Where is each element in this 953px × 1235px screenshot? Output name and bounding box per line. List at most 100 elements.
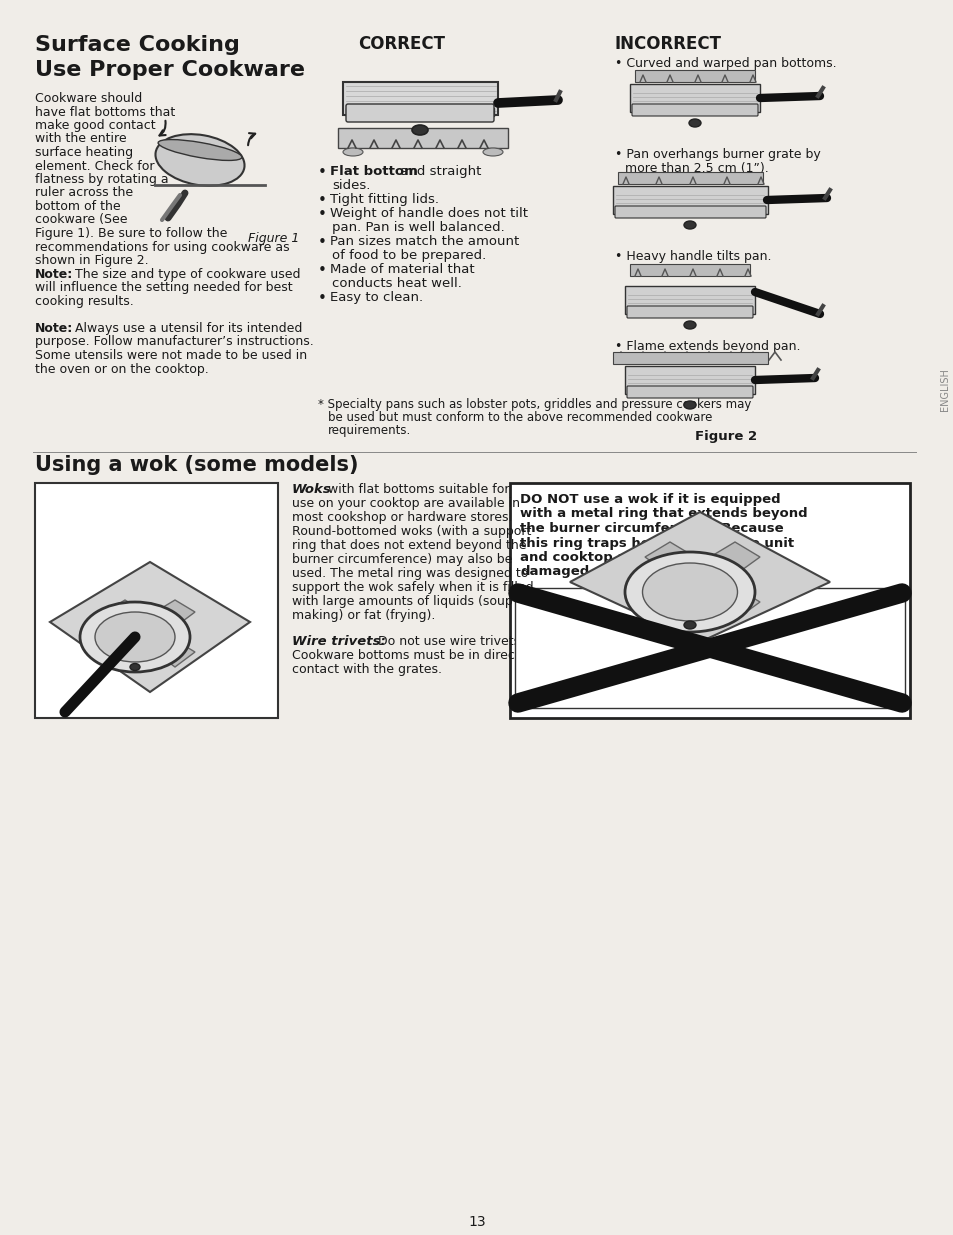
Text: damaged.: damaged. bbox=[519, 566, 594, 578]
Text: making) or fat (frying).: making) or fat (frying). bbox=[292, 609, 435, 622]
Polygon shape bbox=[105, 640, 145, 667]
Text: Cookware should: Cookware should bbox=[35, 91, 142, 105]
Ellipse shape bbox=[158, 140, 242, 161]
Text: DO NOT use a wok if it is equipped: DO NOT use a wok if it is equipped bbox=[519, 493, 780, 506]
FancyArrowPatch shape bbox=[159, 121, 166, 136]
Text: Note:: Note: bbox=[35, 268, 73, 282]
Text: •: • bbox=[317, 207, 327, 222]
Ellipse shape bbox=[688, 119, 700, 127]
Text: ruler across the: ruler across the bbox=[35, 186, 133, 200]
Text: •: • bbox=[317, 291, 327, 306]
FancyBboxPatch shape bbox=[626, 306, 752, 317]
Text: Surface Cooking: Surface Cooking bbox=[35, 35, 239, 56]
Text: Weight of handle does not tilt: Weight of handle does not tilt bbox=[330, 207, 527, 220]
FancyBboxPatch shape bbox=[624, 287, 754, 314]
Text: Wire trivets:: Wire trivets: bbox=[292, 635, 385, 648]
Ellipse shape bbox=[95, 613, 174, 662]
Text: bottom of the: bottom of the bbox=[35, 200, 120, 212]
Text: cookware (See: cookware (See bbox=[35, 214, 128, 226]
Text: sides.: sides. bbox=[332, 179, 370, 191]
Text: more than 2.5 cm (1”).: more than 2.5 cm (1”). bbox=[624, 162, 768, 175]
Text: Always use a utensil for its intended: Always use a utensil for its intended bbox=[71, 322, 302, 335]
FancyBboxPatch shape bbox=[346, 104, 494, 122]
Text: surface heating: surface heating bbox=[35, 146, 133, 159]
Polygon shape bbox=[709, 587, 760, 620]
Text: •: • bbox=[317, 235, 327, 249]
Ellipse shape bbox=[683, 401, 696, 409]
Text: Tight fitting lids.: Tight fitting lids. bbox=[330, 193, 438, 206]
Text: with a metal ring that extends beyond: with a metal ring that extends beyond bbox=[519, 508, 807, 520]
Text: •: • bbox=[317, 193, 327, 207]
Text: Made of material that: Made of material that bbox=[330, 263, 475, 275]
Ellipse shape bbox=[412, 125, 428, 135]
Text: Flat bottom: Flat bottom bbox=[330, 165, 417, 178]
Text: cooking results.: cooking results. bbox=[35, 295, 133, 308]
Text: • Heavy handle tilts pan.: • Heavy handle tilts pan. bbox=[615, 249, 771, 263]
Text: • Curved and warped pan bottoms.: • Curved and warped pan bottoms. bbox=[615, 57, 836, 70]
FancyBboxPatch shape bbox=[343, 82, 497, 115]
Text: be used but must conform to the above recommended cookware: be used but must conform to the above re… bbox=[328, 411, 712, 424]
Ellipse shape bbox=[80, 601, 190, 672]
Polygon shape bbox=[709, 542, 760, 576]
Ellipse shape bbox=[683, 321, 696, 329]
Text: Do not use wire trivets.: Do not use wire trivets. bbox=[374, 635, 523, 648]
Text: most cookshop or hardware stores.: most cookshop or hardware stores. bbox=[292, 511, 512, 524]
Text: Using a wok (some models): Using a wok (some models) bbox=[35, 454, 358, 475]
Ellipse shape bbox=[641, 563, 737, 621]
Text: •: • bbox=[317, 263, 327, 278]
FancyBboxPatch shape bbox=[626, 387, 752, 398]
Text: have flat bottoms that: have flat bottoms that bbox=[35, 105, 175, 119]
Ellipse shape bbox=[155, 135, 244, 185]
Text: Some utensils were not made to be used in: Some utensils were not made to be used i… bbox=[35, 350, 307, 362]
Text: used. The metal ring was designed to: used. The metal ring was designed to bbox=[292, 567, 528, 580]
Ellipse shape bbox=[130, 663, 140, 671]
Text: •: • bbox=[317, 165, 327, 180]
Text: CORRECT: CORRECT bbox=[357, 35, 444, 53]
Text: with flat bottoms suitable for: with flat bottoms suitable for bbox=[324, 483, 509, 496]
Text: the burner circumference. Because: the burner circumference. Because bbox=[519, 522, 782, 535]
FancyBboxPatch shape bbox=[618, 172, 762, 184]
Text: INCORRECT: INCORRECT bbox=[615, 35, 721, 53]
Bar bbox=[510, 483, 909, 718]
Polygon shape bbox=[154, 600, 194, 627]
Text: requirements.: requirements. bbox=[328, 424, 411, 437]
Text: and straight: and straight bbox=[395, 165, 481, 178]
Polygon shape bbox=[154, 640, 194, 667]
Text: * Specialty pans such as lobster pots, griddles and pressure cookers may: * Specialty pans such as lobster pots, g… bbox=[317, 398, 751, 411]
Text: Figure 1). Be sure to follow the: Figure 1). Be sure to follow the bbox=[35, 227, 227, 240]
FancyBboxPatch shape bbox=[624, 366, 754, 394]
Text: recommendations for using cookware as: recommendations for using cookware as bbox=[35, 241, 290, 253]
Ellipse shape bbox=[482, 148, 502, 156]
FancyBboxPatch shape bbox=[346, 107, 494, 116]
FancyBboxPatch shape bbox=[629, 84, 760, 112]
Polygon shape bbox=[644, 542, 695, 576]
Text: Figure 1: Figure 1 bbox=[248, 232, 299, 245]
Text: will influence the setting needed for best: will influence the setting needed for be… bbox=[35, 282, 293, 294]
Ellipse shape bbox=[683, 221, 696, 228]
FancyBboxPatch shape bbox=[613, 352, 767, 364]
Text: the oven or on the cooktop.: the oven or on the cooktop. bbox=[35, 363, 209, 375]
Text: purpose. Follow manufacturer’s instructions.: purpose. Follow manufacturer’s instructi… bbox=[35, 336, 314, 348]
Ellipse shape bbox=[343, 148, 363, 156]
Text: burner circumference) may also be: burner circumference) may also be bbox=[292, 553, 512, 566]
Polygon shape bbox=[105, 600, 145, 627]
FancyBboxPatch shape bbox=[635, 70, 754, 82]
Text: and cooktop surface could be: and cooktop surface could be bbox=[519, 551, 740, 564]
Text: Round-bottomed woks (with a support: Round-bottomed woks (with a support bbox=[292, 525, 531, 538]
Text: Use Proper Cookware: Use Proper Cookware bbox=[35, 61, 305, 80]
Text: contact with the grates.: contact with the grates. bbox=[292, 663, 441, 676]
Text: The size and type of cookware used: The size and type of cookware used bbox=[71, 268, 300, 282]
Polygon shape bbox=[50, 562, 250, 692]
Text: element. Check for: element. Check for bbox=[35, 159, 154, 173]
Text: of food to be prepared.: of food to be prepared. bbox=[332, 249, 486, 262]
FancyArrowPatch shape bbox=[248, 133, 254, 146]
Text: Figure 2: Figure 2 bbox=[695, 430, 757, 443]
Text: with large amounts of liquids (soup: with large amounts of liquids (soup bbox=[292, 595, 512, 608]
Polygon shape bbox=[644, 587, 695, 620]
Text: this ring traps heat, the surface unit: this ring traps heat, the surface unit bbox=[519, 536, 793, 550]
Text: 13: 13 bbox=[468, 1215, 485, 1229]
Text: Easy to clean.: Easy to clean. bbox=[330, 291, 423, 304]
FancyBboxPatch shape bbox=[613, 186, 767, 214]
Polygon shape bbox=[569, 513, 829, 642]
Bar bbox=[515, 588, 904, 708]
